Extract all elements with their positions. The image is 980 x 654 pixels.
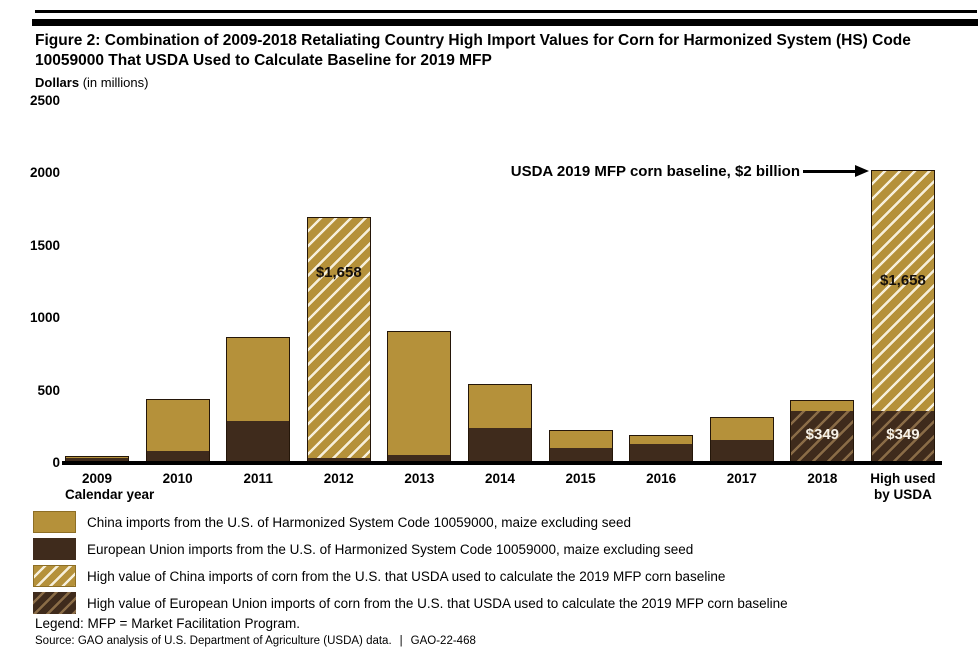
bar: [387, 331, 452, 463]
legend-item-label: European Union imports from the U.S. of …: [87, 541, 694, 557]
report-id: GAO-22-468: [410, 635, 476, 647]
bar-segment-eu: [871, 411, 934, 462]
bar-slot: 2016: [629, 101, 694, 486]
y-axis-unit-label: Dollars (in millions): [35, 75, 148, 90]
legend-swatch-gold-hatch: [33, 565, 76, 587]
legend-item: High value of European Union imports of …: [33, 592, 788, 614]
x-tick-label: 2009: [81, 471, 113, 486]
figure-title: Figure 2: Combination of 2009-2018 Retal…: [35, 32, 911, 70]
y-axis-tick-label: 0: [52, 455, 60, 470]
bar-segment-eu: [388, 455, 451, 462]
bar-segment-china: [710, 418, 773, 440]
bar: [629, 435, 694, 463]
bar-slot: 2017: [709, 101, 774, 486]
bar-segment-china: [871, 171, 934, 411]
x-tick-label: 2010: [162, 471, 193, 486]
x-tick-label: High used by USDA: [870, 471, 936, 503]
x-tick-label: 2011: [243, 471, 273, 486]
legend-swatch-gold: [33, 511, 76, 533]
x-tick-label: 2015: [565, 471, 596, 486]
y-axis-tick-label: 2000: [29, 165, 60, 181]
bar: [467, 384, 532, 463]
bar-segment-china: [146, 400, 209, 451]
bar-segment-china: [307, 218, 370, 458]
segment-value-label: $1,658: [315, 264, 362, 281]
y-axis-tick-label: 1500: [29, 237, 60, 253]
bar: [226, 337, 291, 463]
bar-slot: 2009: [65, 101, 129, 486]
segment-value-label: $349: [805, 426, 840, 443]
bar-segment-eu: [630, 444, 693, 462]
bar-segment-eu: [549, 448, 612, 462]
bar: [790, 400, 855, 463]
annotation-text: USDA 2019 MFP corn baseline, $2 billion: [510, 163, 800, 180]
bar-slot: 2013: [387, 101, 452, 486]
segment-value-label: $349: [886, 426, 920, 443]
bar-segment-china: [468, 385, 531, 428]
x-tick-label: 2013: [404, 471, 435, 486]
bar: [145, 399, 210, 463]
bar: [709, 417, 774, 463]
legend-item: High value of China imports of corn from…: [33, 565, 788, 587]
segment-value-label: $1,658: [879, 272, 926, 289]
y-axis-tick-label: 1000: [29, 310, 60, 326]
bar-segment-china: [630, 436, 693, 444]
bar-segment-eu: [468, 428, 531, 462]
x-tick-label: 2014: [484, 471, 515, 486]
bar-segment-china: [791, 401, 854, 411]
y-axis-unit-rest: (in millions): [79, 75, 149, 90]
source-attribution: Source: GAO analysis of U.S. Department …: [35, 635, 392, 647]
legend-swatch-dark: [33, 538, 76, 560]
top-rule-thin: [35, 10, 977, 13]
legend-item-label: High value of China imports of corn from…: [87, 568, 726, 584]
x-axis-line: [62, 461, 942, 465]
bar-segment-china: [66, 457, 128, 458]
x-tick-label: 2012: [323, 471, 354, 486]
bar-slot: $1,658 $349 High used by USDA: [870, 101, 936, 502]
bar-segment-eu: [227, 421, 290, 462]
bar-slot: 2014: [467, 101, 532, 486]
bar-slot: 2010: [145, 101, 210, 486]
bar-segment-china: [388, 332, 451, 455]
bar: [306, 217, 371, 463]
x-tick-label: 2016: [646, 471, 677, 486]
x-axis-title: Calendar year: [65, 487, 155, 502]
legend-item: European Union imports from the U.S. of …: [33, 538, 788, 560]
legend-item: China imports from the U.S. of Harmonize…: [33, 511, 788, 533]
bar-slot: $349 2018: [790, 101, 855, 486]
legend-note: Legend: MFP = Market Facilitation Progra…: [35, 616, 300, 631]
annotation-arrow-line: [803, 170, 856, 173]
source-divider: |: [399, 635, 403, 647]
x-tick-label: 2018: [807, 471, 838, 486]
bar-segment-eu: [146, 451, 209, 462]
legend-item-label: China imports from the U.S. of Harmonize…: [87, 514, 632, 530]
chart-legend: China imports from the U.S. of Harmonize…: [33, 511, 788, 619]
bar-segment-eu: [710, 440, 773, 462]
y-axis-tick-label: 500: [37, 382, 60, 398]
bar-segment-eu: [307, 458, 370, 462]
bar-segment-china: [227, 338, 290, 421]
top-rule-thick: [32, 19, 978, 26]
source-text: Source: GAO analysis of U.S. Department …: [35, 635, 476, 647]
y-axis-tick-label: 2500: [29, 93, 60, 108]
bar: [548, 430, 613, 463]
y-axis: 2500 2000 1500 1000 500 0: [0, 93, 60, 483]
bar-slot: 2015: [548, 101, 613, 486]
arrow-right-icon: [855, 164, 869, 177]
bar-segment-eu: [791, 411, 854, 462]
legend-item-label: High value of European Union imports of …: [87, 595, 788, 611]
y-axis-unit-bold: Dollars: [35, 75, 80, 90]
plot-area: 2009 2010 2011 $1,658 2012 2013 2014 2015 2016 20…: [65, 101, 936, 502]
bar-segment-china: [549, 431, 612, 448]
bar-slot: $1,658 2012: [306, 101, 371, 486]
x-tick-label: 2017: [726, 471, 757, 486]
legend-swatch-dark-hatch: [33, 592, 76, 614]
bar-segment-eu: [66, 458, 128, 462]
bar: [870, 170, 935, 463]
bar-slot: 2011: [226, 101, 291, 486]
